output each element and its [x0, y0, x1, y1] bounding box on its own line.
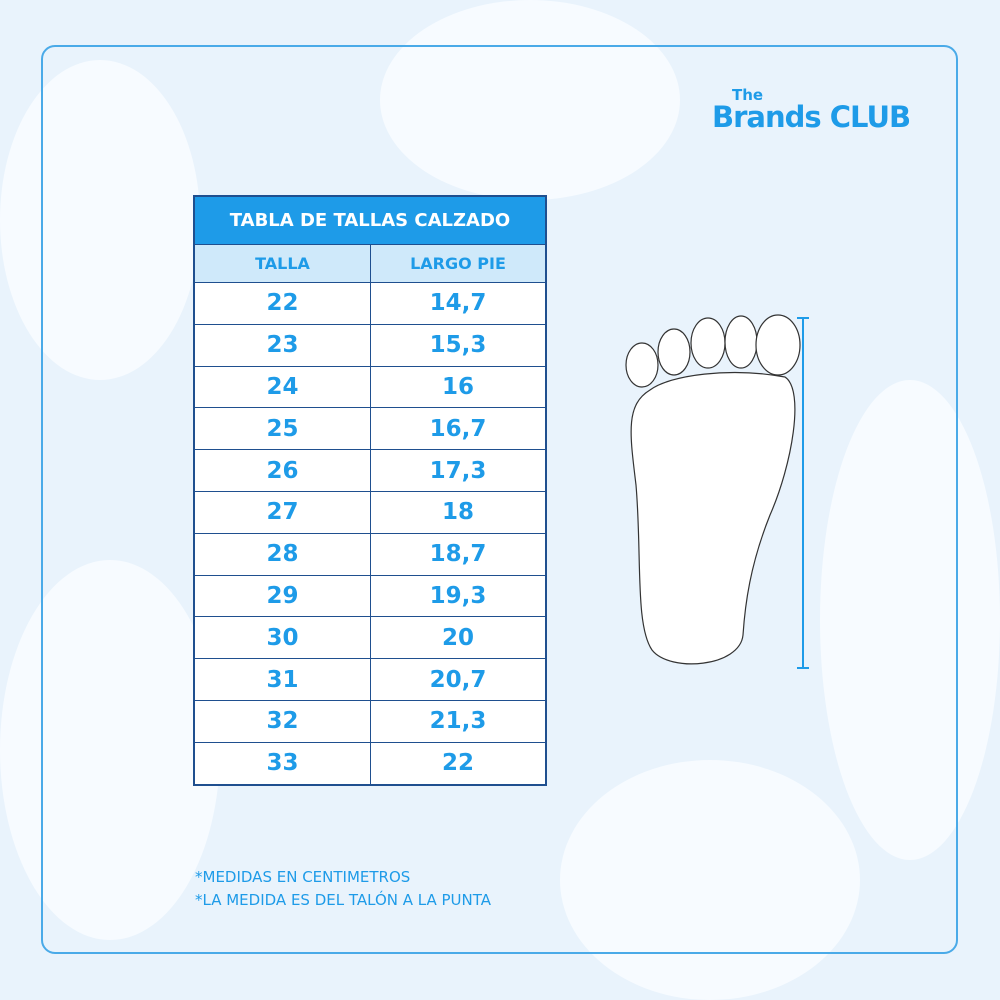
brand-logo: The Brands CLUB	[712, 86, 911, 134]
size-cell: 24	[193, 365, 371, 409]
length-cell: 21,3	[370, 699, 547, 743]
background-shape	[0, 60, 200, 380]
sole	[630, 371, 796, 665]
length-cell: 19,3	[370, 574, 547, 618]
size-cell: 26	[193, 449, 371, 492]
background-shape	[560, 760, 860, 1000]
length-cell: 17,3	[370, 449, 547, 492]
length-cell: 20	[370, 616, 547, 660]
table-row: 27 18	[193, 490, 547, 534]
notes: *MEDIDAS EN CENTIMETROS *LA MEDIDA ES DE…	[195, 866, 491, 912]
note-measure: *LA MEDIDA ES DEL TALÓN A LA PUNTA	[195, 891, 492, 909]
length-cell: 16,7	[370, 407, 547, 451]
toe	[755, 314, 801, 376]
size-cell: 29	[193, 574, 371, 618]
page-frame	[41, 45, 958, 954]
header-talla: TALLA	[193, 244, 371, 283]
table-row: 29 19,3	[193, 574, 547, 618]
toe	[657, 328, 691, 376]
toe	[625, 342, 659, 388]
table-row: 22 14,7	[193, 282, 547, 325]
size-cell: 33	[193, 741, 371, 786]
size-cell: 32	[193, 699, 371, 743]
foot-illustration	[625, 314, 809, 669]
size-cell: 23	[193, 323, 371, 367]
length-cell: 20,7	[370, 658, 547, 701]
length-cell: 22	[370, 741, 547, 786]
size-cell: 28	[193, 532, 371, 576]
length-cell: 18,7	[370, 532, 547, 576]
table-row: 31 20,7	[193, 658, 547, 701]
size-cell: 30	[193, 616, 371, 660]
background-shape	[820, 380, 1000, 860]
length-cell: 18	[370, 490, 547, 534]
table-row: 24 16	[193, 365, 547, 409]
table-row: 32 21,3	[193, 699, 547, 743]
table-row: 33 22	[193, 741, 547, 786]
size-table: TABLA DE TALLAS CALZADO TALLA LARGO PIE …	[193, 195, 547, 786]
table-row: 25 16,7	[193, 407, 547, 451]
size-cell: 25	[193, 407, 371, 451]
note-units: *MEDIDAS EN CENTIMETROS	[195, 868, 411, 886]
table-row: 30 20	[193, 616, 547, 660]
table-row: 26 17,3	[193, 449, 547, 492]
table-title: TABLA DE TALLAS CALZADO	[193, 195, 547, 245]
background-shape	[0, 560, 220, 940]
length-cell: 16	[370, 365, 547, 409]
toe	[724, 315, 758, 369]
header-largo-pie: LARGO PIE	[370, 244, 547, 283]
background-shape	[380, 0, 680, 200]
size-cell: 27	[193, 490, 371, 534]
length-cell: 14,7	[370, 282, 547, 325]
toe	[690, 317, 726, 369]
table-row: 23 15,3	[193, 323, 547, 367]
table-row: 28 18,7	[193, 532, 547, 576]
length-cell: 15,3	[370, 323, 547, 367]
size-cell: 22	[193, 282, 371, 325]
size-cell: 31	[193, 658, 371, 701]
table-body: 22 14,7 23 15,3 24 16 25 16,7 26 17,3 27 18 28 18,7 29…	[193, 282, 547, 786]
logo-line2: Brands CLUB	[712, 100, 911, 134]
logo-line1: The	[732, 86, 764, 104]
